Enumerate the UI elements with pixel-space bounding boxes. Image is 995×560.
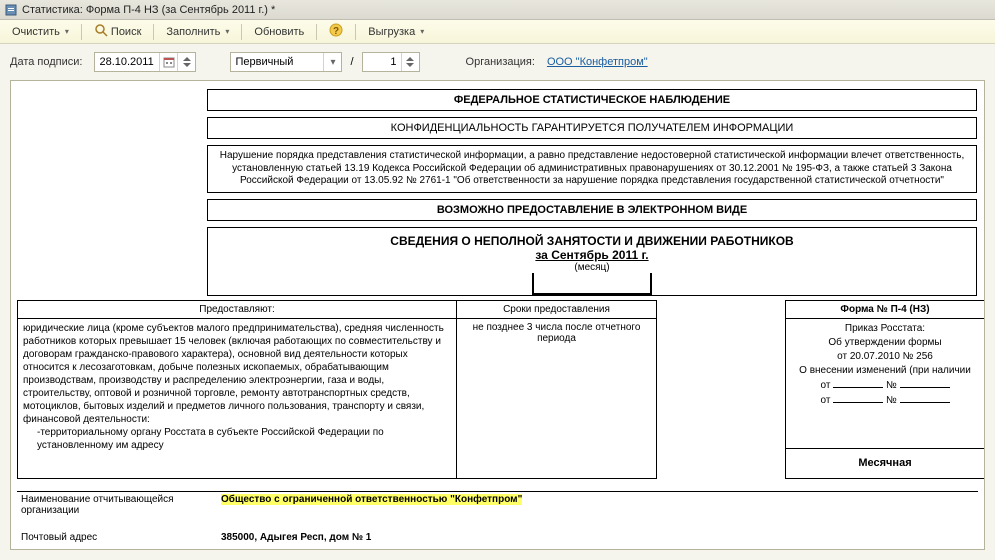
separator bbox=[241, 24, 242, 40]
right-periodicity: Месячная bbox=[785, 449, 985, 479]
org-label: Организация: bbox=[466, 56, 535, 68]
mid-header: Сроки предоставления bbox=[457, 300, 657, 319]
right-ot2: от bbox=[821, 395, 831, 406]
help-icon: ? bbox=[329, 23, 343, 40]
search-button[interactable]: Поиск bbox=[88, 21, 147, 42]
footer-org-label: Наименование отчитывающейся организации bbox=[17, 492, 217, 518]
left-body: юридические лица (кроме субъектов малого… bbox=[17, 319, 457, 479]
search-label: Поиск bbox=[111, 26, 141, 38]
spinner-icon[interactable] bbox=[177, 53, 195, 71]
right-l3: от 20.07.2010 № 256 bbox=[837, 351, 933, 362]
left-header: Предоставляют: bbox=[17, 300, 457, 319]
mid-body: не позднее 3 числа после отчетного перио… bbox=[457, 319, 657, 479]
blank-line bbox=[900, 393, 950, 403]
separator bbox=[316, 24, 317, 40]
info-grid: Предоставляют: Сроки предоставления юрид… bbox=[17, 300, 978, 479]
right-body: Приказ Росстата: Об утверждении формы от… bbox=[785, 319, 985, 449]
search-icon bbox=[94, 23, 108, 40]
clear-label: Очистить bbox=[12, 26, 60, 38]
spinner-icon[interactable] bbox=[401, 53, 419, 71]
clear-button[interactable]: Очистить ▾ bbox=[6, 24, 75, 40]
fill-label: Заполнить bbox=[166, 26, 220, 38]
type-select[interactable]: Первичный ▾ bbox=[230, 52, 342, 72]
date-label: Дата подписи: bbox=[10, 56, 82, 68]
chevron-down-icon: ▾ bbox=[225, 27, 229, 36]
footer-org-row: Наименование отчитывающейся организации … bbox=[17, 491, 978, 518]
footer-addr-row: Почтовый адрес 385000, Адыгея Респ, дом … bbox=[17, 530, 978, 545]
window-title: Статистика: Форма П-4 НЗ (за Сентябрь 20… bbox=[22, 4, 275, 16]
band-federal: ФЕДЕРАЛЬНОЕ СТАТИСТИЧЕСКОЕ НАБЛЮДЕНИЕ bbox=[207, 89, 977, 111]
right-l1: Приказ Росстата: bbox=[845, 323, 925, 334]
chevron-down-icon: ▾ bbox=[65, 27, 69, 36]
band-electronic: ВОЗМОЖНО ПРЕДОСТАВЛЕНИЕ В ЭЛЕКТРОННОМ ВИ… bbox=[207, 199, 977, 221]
refresh-button[interactable]: Обновить bbox=[248, 24, 310, 40]
number-input-group: 1 bbox=[362, 52, 420, 72]
chevron-down-icon: ▾ bbox=[323, 53, 341, 71]
window-title-bar: Статистика: Форма П-4 НЗ (за Сентябрь 20… bbox=[0, 0, 995, 20]
right-header: Форма № П-4 (НЗ) bbox=[785, 300, 985, 319]
period-box bbox=[532, 273, 652, 295]
num-separator: / bbox=[350, 56, 353, 68]
help-button[interactable]: ? bbox=[323, 21, 349, 42]
separator bbox=[153, 24, 154, 40]
export-button[interactable]: Выгрузка ▾ bbox=[362, 24, 430, 40]
refresh-label: Обновить bbox=[254, 26, 304, 38]
org-link[interactable]: ООО "Конфетпром" bbox=[547, 56, 648, 68]
info-title: СВЕДЕНИЯ О НЕПОЛНОЙ ЗАНЯТОСТИ И ДВИЖЕНИИ… bbox=[214, 234, 970, 248]
right-no1: № bbox=[886, 380, 897, 391]
footer-org-value: Общество с ограниченной ответственностью… bbox=[221, 494, 522, 505]
footer-addr-label: Почтовый адрес bbox=[17, 530, 217, 545]
blank-line bbox=[833, 378, 883, 388]
info-paren: (месяц) bbox=[214, 262, 970, 273]
date-input[interactable] bbox=[95, 56, 159, 68]
band-info: СВЕДЕНИЯ О НЕПОЛНОЙ ЗАНЯТОСТИ И ДВИЖЕНИИ… bbox=[207, 227, 977, 296]
left-body-text1: юридические лица (кроме субъектов малого… bbox=[23, 323, 444, 425]
fill-button[interactable]: Заполнить ▾ bbox=[160, 24, 235, 40]
right-ot1: от bbox=[821, 380, 831, 391]
right-no2: № bbox=[886, 395, 897, 406]
type-value: Первичный bbox=[235, 56, 323, 68]
toolbar: Очистить ▾ Поиск Заполнить ▾ Обновить ? … bbox=[0, 20, 995, 44]
blank-line bbox=[900, 378, 950, 388]
separator bbox=[355, 24, 356, 40]
right-l2: Об утверждении формы bbox=[828, 337, 941, 348]
band-penalty: Нарушение порядка представления статисти… bbox=[207, 145, 977, 193]
info-period: за Сентябрь 2011 г. bbox=[214, 248, 970, 262]
parameters-row: Дата подписи: Первичный ▾ / 1 Организаци… bbox=[0, 44, 995, 80]
separator bbox=[81, 24, 82, 40]
footer-addr-value: 385000, Адыгея Респ, дом № 1 bbox=[217, 530, 978, 545]
number-value[interactable]: 1 bbox=[367, 56, 401, 68]
band-confidential: КОНФИДЕНЦИАЛЬНОСТЬ ГАРАНТИРУЕТСЯ ПОЛУЧАТ… bbox=[207, 117, 977, 139]
calendar-icon[interactable] bbox=[159, 53, 177, 71]
chevron-down-icon: ▾ bbox=[420, 27, 424, 36]
left-body-text2: -территориальному органу Росстата в субъ… bbox=[23, 426, 451, 452]
app-icon bbox=[4, 3, 18, 17]
date-input-group bbox=[94, 52, 196, 72]
blank-line bbox=[833, 393, 883, 403]
export-label: Выгрузка bbox=[368, 26, 415, 38]
right-l4: О внесении изменений (при наличии bbox=[799, 365, 971, 376]
svg-text:?: ? bbox=[333, 26, 339, 37]
document-area: ФЕДЕРАЛЬНОЕ СТАТИСТИЧЕСКОЕ НАБЛЮДЕНИЕ КО… bbox=[10, 80, 985, 550]
